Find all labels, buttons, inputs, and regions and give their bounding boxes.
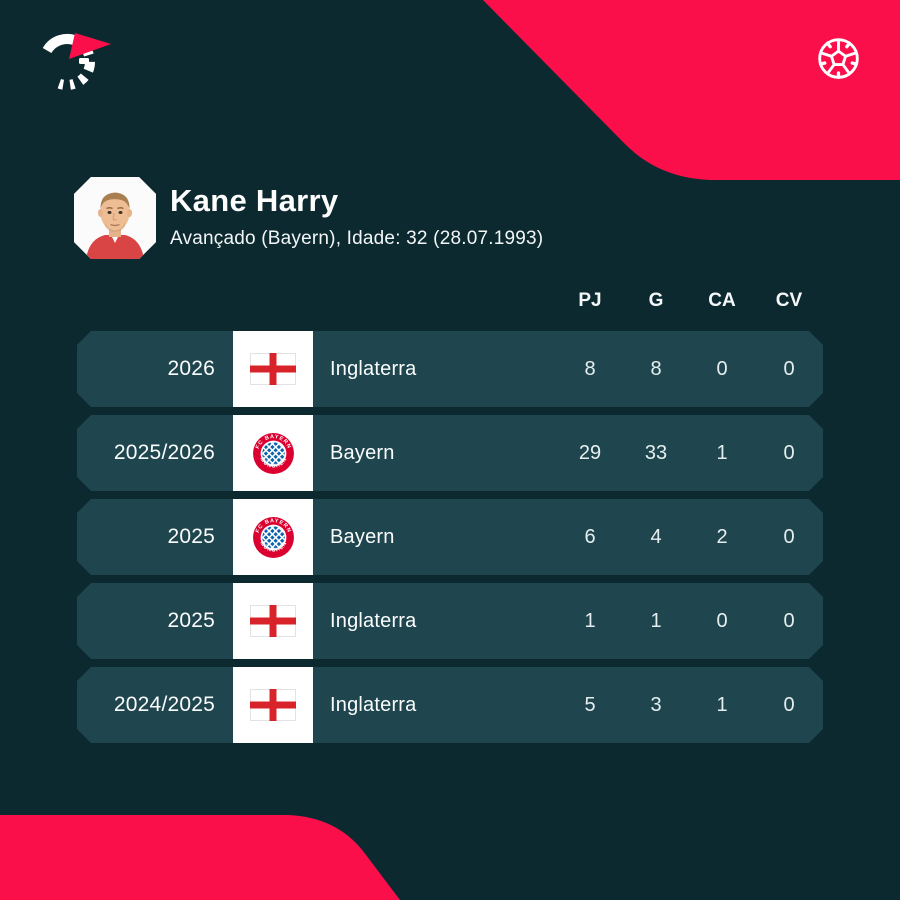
team-cell: Inglaterra xyxy=(330,693,417,716)
england-flag-icon xyxy=(250,689,296,721)
stat-pj: 5 xyxy=(584,693,596,716)
table-row[interactable]: 2026 Inglaterra 8 8 0 0 xyxy=(77,331,823,407)
team-badge-tile: FC BAYERN MÜNCHEN xyxy=(233,499,313,575)
logo-pennant xyxy=(69,33,111,59)
stat-g: 1 xyxy=(650,609,662,632)
stat-ca: 1 xyxy=(716,693,728,716)
stat-g: 8 xyxy=(650,357,662,380)
stat-g: 33 xyxy=(644,441,668,464)
team-badge-tile: FC BAYERN MÜNCHEN xyxy=(233,415,313,491)
table-row[interactable]: 2025 Inglaterra 1 1 0 0 xyxy=(77,583,823,659)
team-cell: Bayern xyxy=(330,441,395,464)
stat-pj: 6 xyxy=(584,525,596,548)
team-cell: Inglaterra xyxy=(330,357,417,380)
stat-cv: 0 xyxy=(783,693,795,716)
stat-cv: 0 xyxy=(783,609,795,632)
player-photo-image xyxy=(74,177,156,259)
table-row[interactable]: 2025/2026 FC BAYERN MÜNCHEN Bayern 29 33 … xyxy=(77,415,823,491)
team-badge-tile xyxy=(233,583,313,659)
player-details: Avançado (Bayern), Idade: 32 (28.07.1993… xyxy=(170,228,544,249)
bottom-left-corner-shape xyxy=(0,815,400,900)
table-row[interactable]: 2024/2025 Inglaterra 5 3 1 0 xyxy=(77,667,823,743)
stat-g: 3 xyxy=(650,693,662,716)
football-icon xyxy=(818,38,859,79)
stat-cv: 0 xyxy=(783,357,795,380)
stat-cv: 0 xyxy=(783,525,795,548)
table-row[interactable]: 2025 FC BAYERN MÜNCHEN Bayern 6 4 2 0 xyxy=(77,499,823,575)
column-header-cv: CV xyxy=(775,290,803,311)
stat-ca: 1 xyxy=(716,441,728,464)
stat-ca: 2 xyxy=(716,525,728,548)
team-badge-tile xyxy=(233,331,313,407)
season-cell: 2025 xyxy=(167,609,215,632)
stat-cv: 0 xyxy=(783,441,795,464)
season-cell: 2025/2026 xyxy=(113,441,215,464)
player-name: Kane Harry xyxy=(170,183,339,218)
flashscore-logo[interactable] xyxy=(30,24,114,96)
season-cell: 2024/2025 xyxy=(113,693,215,716)
stat-pj: 8 xyxy=(584,357,596,380)
stat-ca: 0 xyxy=(716,609,728,632)
player-photo xyxy=(74,177,156,259)
team-cell: Bayern xyxy=(330,525,395,548)
stat-pj: 29 xyxy=(578,441,602,464)
column-header-ca: CA xyxy=(708,290,736,311)
stat-pj: 1 xyxy=(584,609,596,632)
stat-ca: 0 xyxy=(716,357,728,380)
stats-table: 2026 Inglaterra 8 8 0 0 2025/2026 FC BAY… xyxy=(77,331,823,751)
season-cell: 2025 xyxy=(167,525,215,548)
logo-tick xyxy=(79,58,89,64)
team-badge-tile xyxy=(233,667,313,743)
column-header-pj: PJ xyxy=(578,290,602,311)
top-right-corner-shape xyxy=(483,0,900,180)
england-flag-icon xyxy=(250,353,296,385)
season-cell: 2026 xyxy=(167,357,215,380)
column-header-g: G xyxy=(648,290,664,311)
england-flag-icon xyxy=(250,605,296,637)
team-cell: Inglaterra xyxy=(330,609,417,632)
stat-g: 4 xyxy=(650,525,662,548)
